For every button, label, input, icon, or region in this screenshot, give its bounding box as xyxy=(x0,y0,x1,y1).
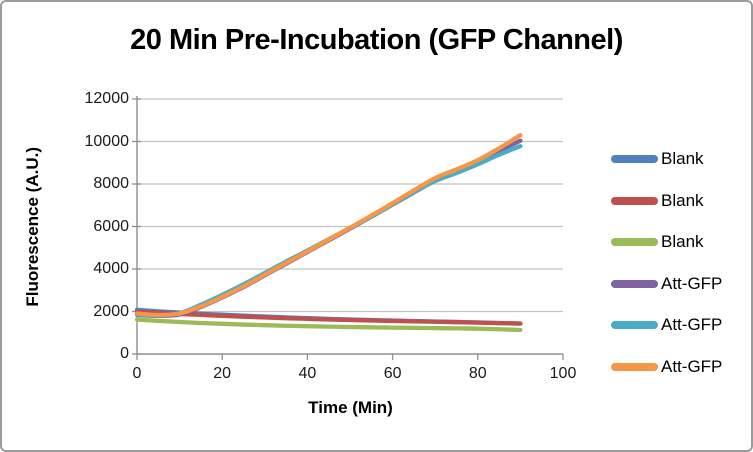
x-tick-label: 0 xyxy=(132,365,142,382)
legend-label: Att-GFP xyxy=(661,357,723,376)
series-line-5 xyxy=(134,144,523,318)
legend-entry: Blank xyxy=(611,147,704,171)
x-tick-label: 60 xyxy=(383,365,402,382)
legend-label: Blank xyxy=(661,149,704,168)
legend-label: Att-GFP xyxy=(661,315,723,335)
legend-swatch xyxy=(611,155,658,163)
legend-swatch xyxy=(611,238,658,247)
y-tick-label: 2000 xyxy=(93,302,129,320)
legend-entry: Blank xyxy=(611,189,704,213)
legend-label: Blank xyxy=(661,232,704,252)
legend-entry: Att-GFP xyxy=(611,313,722,337)
series-line-3 xyxy=(134,317,523,333)
legend-entry: Att-GFP xyxy=(611,272,722,296)
y-tick-label: 8000 xyxy=(93,175,129,192)
legend-label: Att-GFP xyxy=(661,273,723,293)
chart-title: 20 Min Pre-Incubation (GFP Channel) xyxy=(130,24,623,56)
legend-label: Blank xyxy=(661,190,704,210)
x-axis-title: Time (Min) xyxy=(308,398,393,417)
legend-swatch xyxy=(611,196,658,205)
y-tick-label: 10000 xyxy=(84,132,130,150)
series-line-2 xyxy=(134,309,523,326)
x-tick-label: 20 xyxy=(213,365,232,382)
y-tick-label: 0 xyxy=(120,345,129,362)
y-tick-label: 4000 xyxy=(93,260,129,277)
legend-entry: Att-GFP xyxy=(611,355,722,379)
legend-swatch xyxy=(611,321,658,330)
legend-swatch xyxy=(611,279,658,288)
legend-swatch xyxy=(611,363,658,371)
y-tick-label: 6000 xyxy=(93,217,129,235)
legend-entry: Blank xyxy=(611,230,704,254)
series-line-6 xyxy=(134,132,523,318)
x-tick-label: 100 xyxy=(549,365,577,382)
x-tick-label: 80 xyxy=(468,365,487,382)
x-tick-label: 40 xyxy=(298,365,317,382)
y-tick-label: 12000 xyxy=(84,90,130,107)
